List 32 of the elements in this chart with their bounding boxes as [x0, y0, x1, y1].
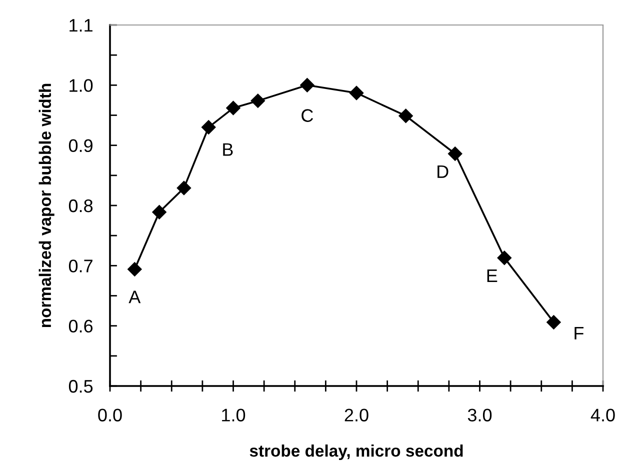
x-tick-label: 2.0 [344, 408, 368, 422]
y-tick-label: 1.0 [70, 79, 93, 92]
point [448, 146, 462, 161]
y-tick-label: 1.1 [70, 19, 92, 32]
x-tick-label: 3.0 [468, 408, 492, 422]
annotation: B [223, 143, 233, 156]
x-tick-label: 4.0 [590, 408, 615, 422]
annotation: C [302, 109, 314, 122]
point [152, 205, 166, 220]
annotation: D [438, 165, 448, 178]
annotation: E [487, 270, 498, 282]
point [398, 108, 413, 123]
point [202, 120, 216, 134]
y-tick-label: 0.6 [68, 320, 93, 333]
point [250, 94, 265, 108]
annotation: F [574, 326, 584, 340]
x-axis-title: strobe delay, micro second [250, 444, 463, 460]
x-tick-label: 1.0 [222, 408, 246, 422]
point [546, 315, 561, 330]
x-tick-label: 0.0 [98, 408, 122, 422]
point [349, 86, 364, 100]
y-tick-label: 0.7 [68, 260, 92, 272]
y-tick-label: 0.5 [68, 380, 93, 393]
point [128, 262, 142, 276]
point [226, 100, 240, 116]
y-axis-title: normalized vapor bubble width [38, 84, 54, 328]
y-tick-label: 0.9 [68, 139, 92, 152]
point [497, 250, 512, 265]
point [176, 180, 192, 196]
point [300, 78, 314, 92]
y-tick-label: 0.8 [68, 199, 93, 212]
annotation: A [128, 290, 141, 304]
